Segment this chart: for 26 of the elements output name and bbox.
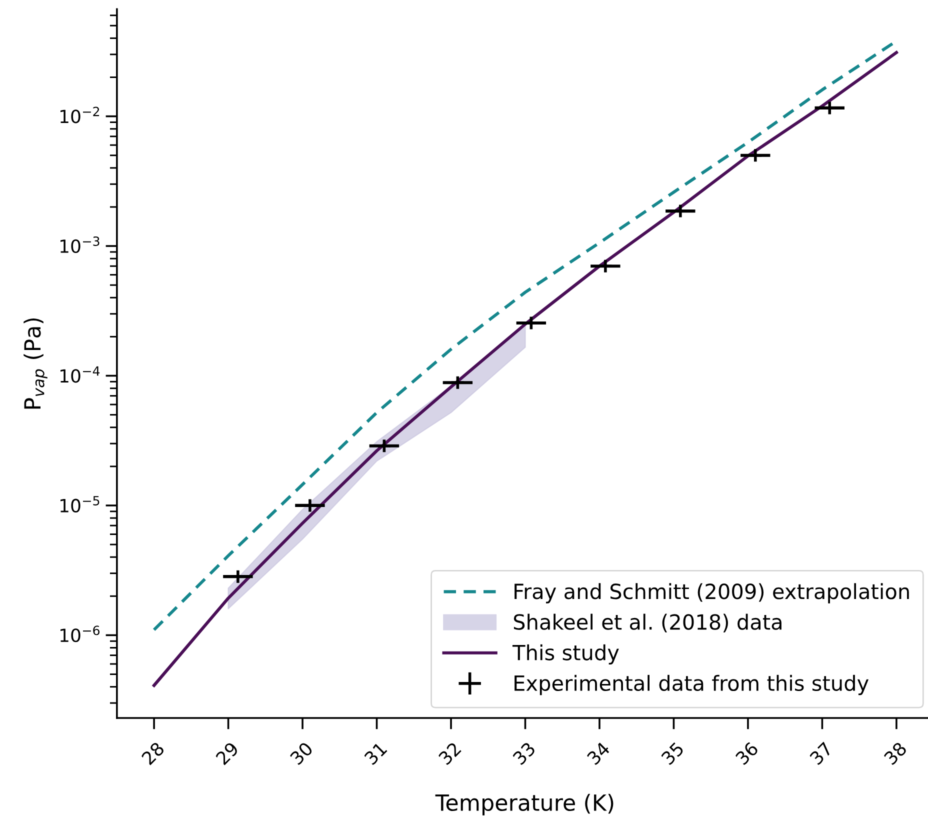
x-axis-title: Temperature (K)	[435, 794, 614, 816]
point	[748, 148, 764, 163]
x-tick-label: 32	[438, 742, 462, 766]
legend-label: Experimental data from this study	[514, 674, 869, 696]
y-tick-label: 10$^{−4}$	[60, 366, 100, 383]
x-tick-label: 28	[140, 741, 165, 766]
point	[376, 438, 392, 454]
y-tick-label: 10$^{−2}$	[60, 106, 100, 124]
y-tick-label: 10$^{−3}$	[60, 236, 100, 253]
x-tick-label: 30	[289, 741, 314, 766]
point	[450, 374, 466, 390]
x-tick-label: 38	[883, 741, 908, 766]
y-axis-title: P$_{vap}$ (Pa)	[24, 318, 48, 409]
x-tick-label: 37	[809, 742, 833, 766]
legend-label: This study	[512, 644, 619, 664]
x-tick-label: 31	[364, 742, 388, 766]
legend-label: Fray and Schmitt (2009) extrapolation	[514, 583, 909, 604]
x-tick-label: 33	[512, 741, 536, 766]
x-tick-label: 36	[734, 741, 759, 766]
y-tick-label: 10$^{−6}$	[60, 626, 100, 642]
point	[598, 258, 614, 274]
x-tick-label: 35	[660, 742, 684, 766]
legend-label: Shakeel et al. (2018) data	[514, 614, 782, 632]
y-tick-label: 10$^{−5}$	[60, 496, 100, 512]
x-tick-label: 34	[586, 741, 611, 766]
x-tick-label: 29	[215, 741, 240, 766]
